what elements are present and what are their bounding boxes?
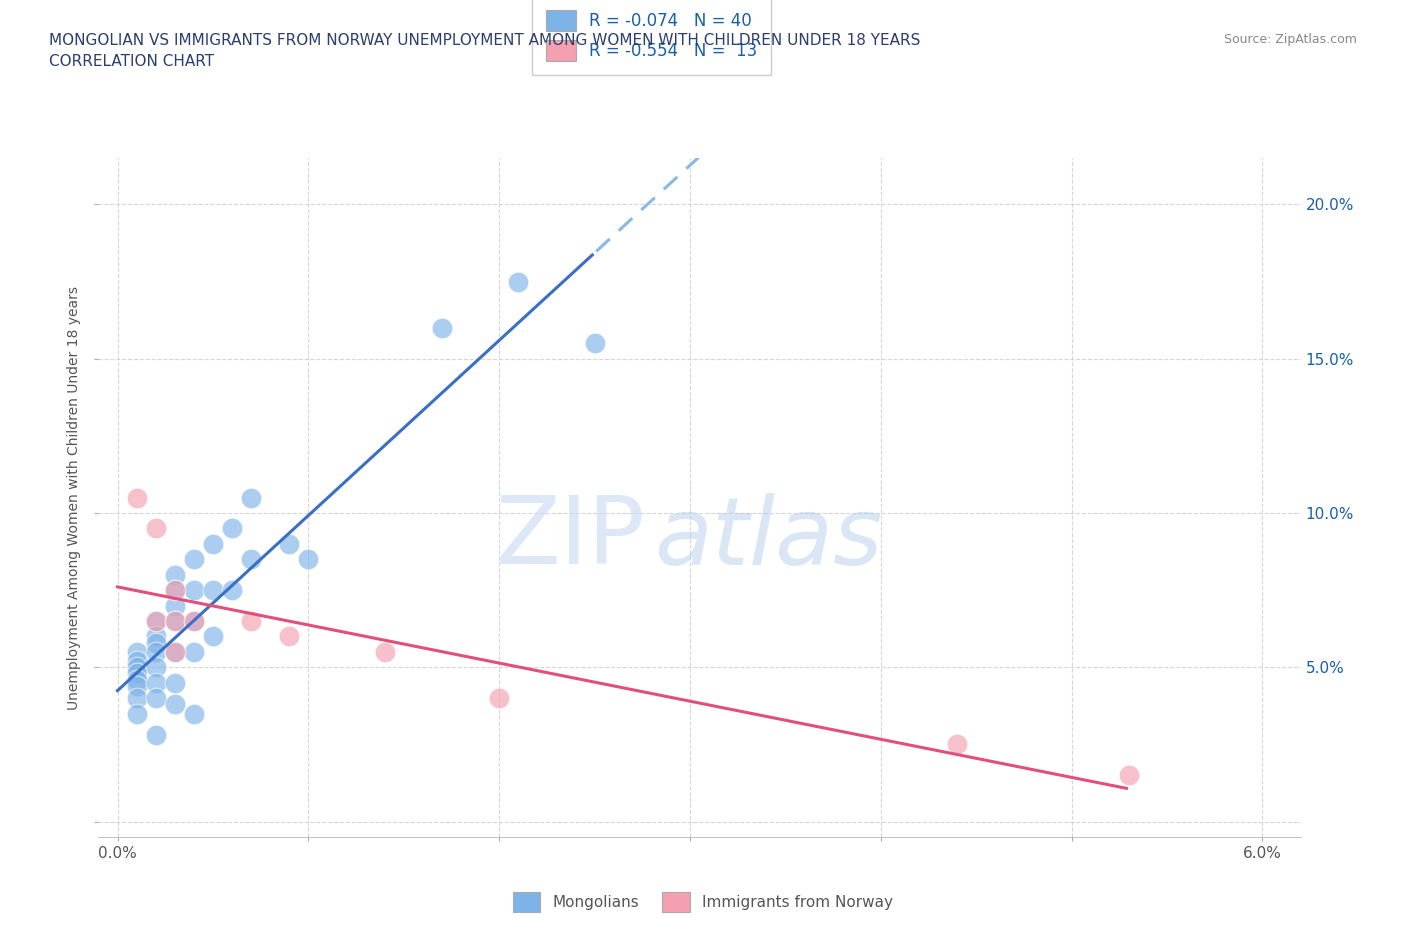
Point (221, 583, 243, 598)
Point (145, 629, 167, 644)
Point (430, 320, 453, 335)
Point (240, 490, 263, 505)
Point (163, 598, 186, 613)
Point (163, 644, 186, 659)
Point (240, 551, 263, 566)
Legend: Mongolians, Immigrants from Norway: Mongolians, Immigrants from Norway (506, 886, 900, 918)
Point (946, 737, 969, 751)
Point (201, 629, 224, 644)
Point (125, 672, 148, 687)
Legend: R = -0.074   N = 40, R = -0.554   N =  13: R = -0.074 N = 40, R = -0.554 N = 13 (533, 0, 770, 74)
Point (183, 583, 205, 598)
Point (183, 551, 205, 566)
Y-axis label: Unemployment Among Women with Children Under 18 years: Unemployment Among Women with Children U… (67, 286, 82, 710)
Point (297, 551, 319, 566)
Text: atlas: atlas (654, 493, 882, 584)
Point (508, 274, 530, 289)
Point (125, 490, 148, 505)
Point (163, 614, 186, 629)
Point (145, 675, 167, 690)
Point (221, 521, 243, 536)
Point (183, 614, 205, 629)
Point (163, 644, 186, 659)
Point (1118, 768, 1140, 783)
Point (145, 521, 167, 536)
Point (163, 583, 186, 598)
Point (163, 675, 186, 690)
Point (201, 537, 224, 551)
Point (125, 644, 148, 659)
Point (125, 691, 148, 706)
Point (145, 660, 167, 675)
Text: MONGOLIAN VS IMMIGRANTS FROM NORWAY UNEMPLOYMENT AMONG WOMEN WITH CHILDREN UNDER: MONGOLIAN VS IMMIGRANTS FROM NORWAY UNEM… (49, 33, 921, 47)
Point (163, 614, 186, 629)
Point (145, 614, 167, 629)
Point (125, 654, 148, 669)
Point (145, 727, 167, 742)
Text: Source: ZipAtlas.com: Source: ZipAtlas.com (1223, 33, 1357, 46)
Point (374, 644, 396, 659)
Text: ZIP: ZIP (496, 492, 645, 584)
Point (125, 666, 148, 681)
Point (125, 678, 148, 693)
Point (278, 537, 301, 551)
Point (183, 644, 205, 659)
Point (183, 706, 205, 721)
Point (145, 691, 167, 706)
Point (278, 629, 301, 644)
Point (583, 336, 606, 351)
Point (240, 614, 263, 629)
Point (145, 635, 167, 650)
Point (488, 691, 510, 706)
Point (145, 644, 167, 659)
Point (125, 706, 148, 721)
Point (163, 567, 186, 582)
Text: CORRELATION CHART: CORRELATION CHART (49, 54, 214, 69)
Point (163, 583, 186, 598)
Point (183, 614, 205, 629)
Point (145, 614, 167, 629)
Point (163, 697, 186, 711)
Point (201, 583, 224, 598)
Point (125, 660, 148, 675)
